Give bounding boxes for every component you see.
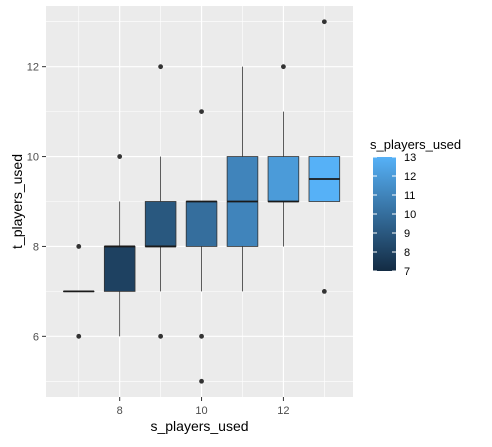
- x-tick-label: 12: [277, 405, 289, 417]
- y-tick-label: 8: [33, 241, 39, 253]
- legend-tick-label: 8: [404, 247, 410, 259]
- outlier-point: [199, 109, 204, 114]
- y-axis: 6 8 10 12: [27, 62, 46, 344]
- x-axis-title: s_players_used: [150, 418, 248, 434]
- legend-tick-label: 7: [404, 266, 410, 278]
- y-tick-label: 6: [33, 331, 39, 343]
- x-axis: 8 10 12: [117, 397, 290, 417]
- outlier-point: [158, 334, 163, 339]
- y-tick-label: 12: [27, 62, 39, 74]
- x-tick-label: 10: [195, 405, 207, 417]
- outlier-point: [76, 244, 81, 249]
- legend-tick-label: 9: [404, 228, 410, 240]
- box: [145, 202, 176, 247]
- outlier-point: [76, 334, 81, 339]
- outlier-point: [322, 19, 327, 24]
- box: [186, 202, 217, 247]
- legend-tick-label: 11: [404, 190, 415, 202]
- legend-title: s_players_used: [370, 137, 461, 152]
- outlier-point: [281, 64, 286, 69]
- legend-tick-label: 13: [404, 152, 416, 164]
- legend-tick-label: 12: [404, 171, 416, 183]
- outlier-point: [158, 64, 163, 69]
- outlier-point: [199, 334, 204, 339]
- y-tick-label: 10: [27, 152, 39, 164]
- legend-tick-label: 10: [404, 209, 416, 221]
- outlier-point: [117, 154, 122, 159]
- outlier-point: [322, 289, 327, 294]
- box: [268, 157, 299, 202]
- x-tick-label: 8: [117, 405, 123, 417]
- y-axis-title: t_players_used: [9, 154, 25, 249]
- box: [104, 246, 135, 291]
- outlier-point: [199, 379, 204, 384]
- legend: s_players_used 7 8 9 10 11 12 13: [370, 137, 461, 278]
